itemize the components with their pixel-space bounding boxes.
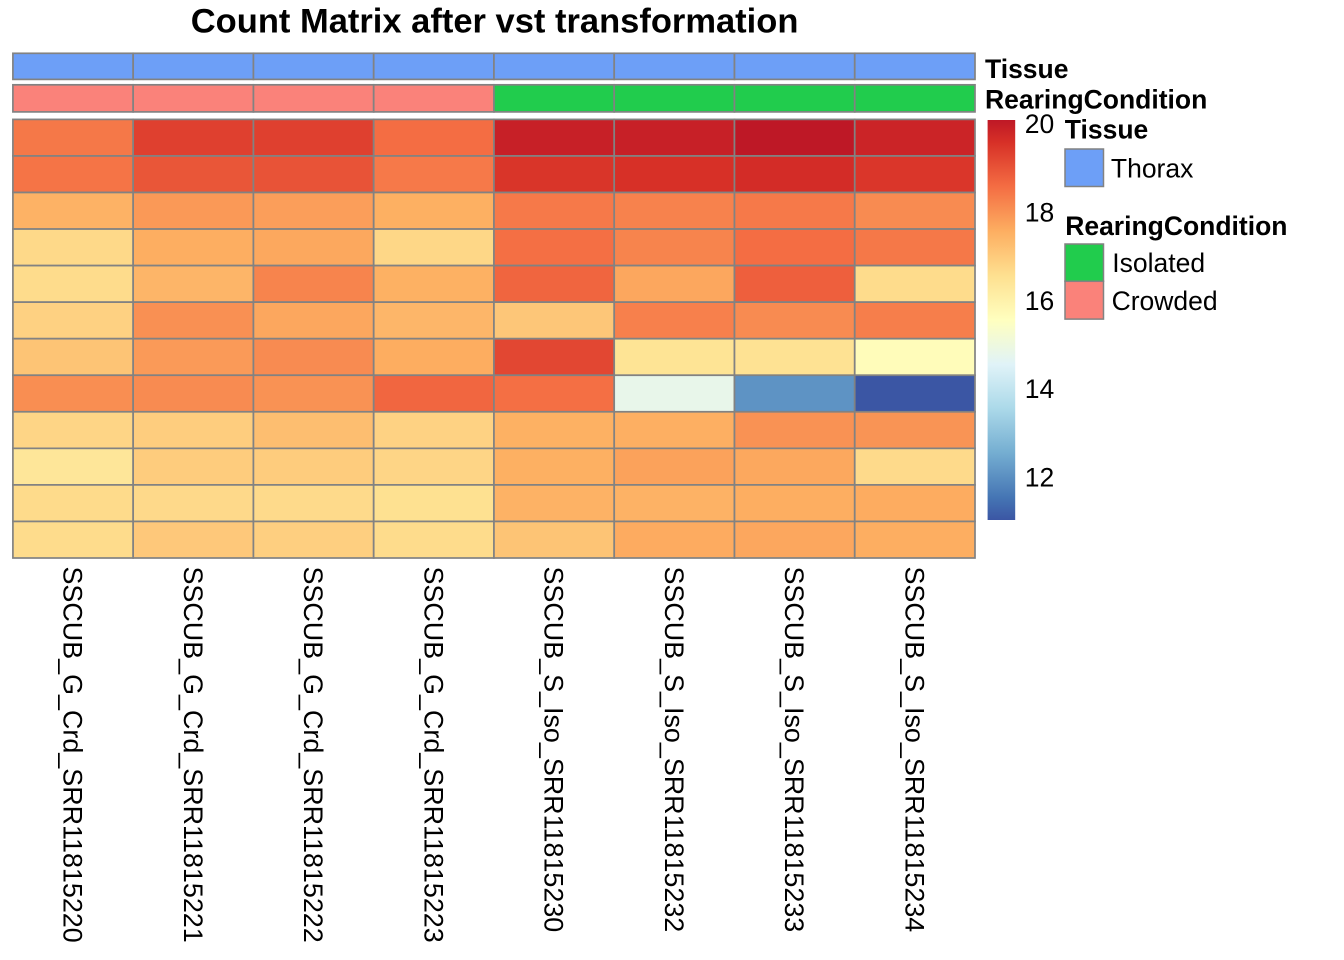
svg-text:18: 18 [1025, 197, 1054, 227]
svg-text:16: 16 [1025, 286, 1054, 316]
svg-text:SSCUB_G_Crd_SRR11815222: SSCUB_G_Crd_SRR11815222 [298, 567, 328, 943]
svg-text:SSCUB_G_Crd_SRR11815223: SSCUB_G_Crd_SRR11815223 [418, 567, 448, 943]
svg-text:Thorax: Thorax [1111, 154, 1193, 184]
svg-text:RearingCondition: RearingCondition [1065, 211, 1287, 241]
svg-text:SSCUB_S_Iso_SRR11815234: SSCUB_S_Iso_SRR11815234 [899, 567, 929, 933]
svg-text:Count Matrix after vst transfo: Count Matrix after vst transformation [191, 3, 799, 41]
svg-text:RearingCondition: RearingCondition [985, 85, 1207, 115]
svg-text:Isolated: Isolated [1112, 248, 1205, 278]
svg-text:SSCUB_G_Crd_SRR11815220: SSCUB_G_Crd_SRR11815220 [58, 567, 88, 943]
svg-text:SSCUB_S_Iso_SRR11815232: SSCUB_S_Iso_SRR11815232 [659, 567, 689, 933]
svg-text:Tissue: Tissue [1065, 114, 1148, 144]
svg-text:Crowded: Crowded [1112, 286, 1218, 316]
svg-text:SSCUB_G_Crd_SRR11815221: SSCUB_G_Crd_SRR11815221 [178, 567, 208, 943]
svg-text:Tissue: Tissue [985, 54, 1068, 84]
svg-text:SSCUB_S_Iso_SRR11815233: SSCUB_S_Iso_SRR11815233 [779, 567, 809, 933]
svg-text:14: 14 [1025, 374, 1054, 404]
svg-text:20: 20 [1025, 109, 1054, 139]
svg-text:12: 12 [1025, 463, 1054, 493]
svg-text:SSCUB_S_Iso_SRR11815230: SSCUB_S_Iso_SRR11815230 [539, 567, 569, 933]
